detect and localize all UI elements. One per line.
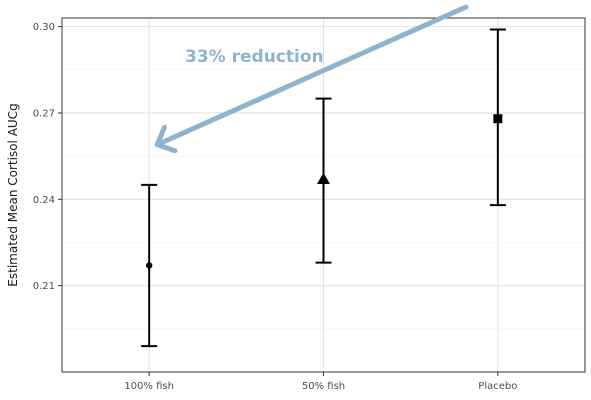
y-tick-label: 0.24 [33,195,55,206]
annotation-arrow [154,4,469,145]
point-marker-circle [145,262,153,269]
axis-ticks: 0.21 0.24 0.27 0.30 100% fish 50% fish Placebo [33,22,518,392]
y-tick-label: 0.30 [33,22,55,33]
y-tick-label: 0.21 [33,281,55,292]
x-tick-label: Placebo [478,381,517,392]
x-tick-label: 100% fish [124,381,174,392]
x-tick-label: 50% fish [302,381,345,392]
annotation-label: 33% reduction [185,47,324,67]
y-axis-title: Estimated Mean Cortisol AUCg [6,103,20,286]
point-marker-triangle [317,172,330,185]
y-tick-label: 0.27 [33,108,55,119]
annotation: 33% reduction [154,4,469,145]
point-marker-square [493,114,503,124]
point-markers [145,114,503,269]
